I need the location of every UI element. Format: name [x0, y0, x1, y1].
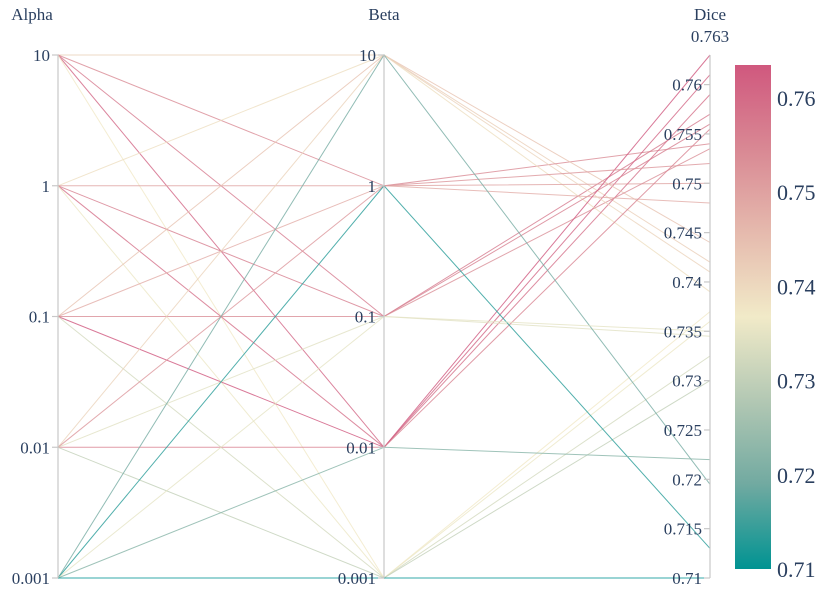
colorbar-tick-label: 0.71: [777, 557, 816, 582]
tick-label: 0.01: [20, 438, 50, 457]
colorbar-gradient: [735, 65, 771, 569]
tick-label: 1: [368, 177, 377, 196]
tick-label: 0.74: [672, 273, 702, 292]
axis-title: Alpha: [11, 5, 53, 24]
tick-label: 0.1: [355, 308, 376, 327]
tick-label: 0.76: [672, 76, 702, 95]
tick-label: 0.73: [672, 372, 702, 391]
tick-label: 10: [33, 46, 50, 65]
tick-label: 0.001: [12, 569, 50, 588]
tick-label: 0.71: [672, 569, 702, 588]
colorbar-tick-label: 0.72: [777, 463, 816, 488]
axis-title: Beta: [368, 5, 400, 24]
axes-layer: 0.0010.010.1110Alpha0.0010.010.1110Beta0…: [11, 5, 729, 588]
tick-label: 0.75: [672, 174, 702, 193]
axis-beta[interactable]: 0.001 0.01 0.1 1 10 Beta: [338, 5, 400, 588]
axis-dice[interactable]: 0.71 0.715 0.72 0.725 0.73 0.735 0.74 0.745 0.75…: [664, 5, 729, 588]
tick-label: 0.755: [664, 125, 702, 144]
tick-label: 0.1: [29, 308, 50, 327]
tick-label: 0.01: [346, 438, 376, 457]
tick-label: 0.715: [664, 520, 702, 539]
colorbar-tick-label: 0.73: [777, 369, 816, 394]
colorbar-tick-label: 0.74: [777, 274, 816, 299]
tick-label: 10: [359, 46, 376, 65]
axis-max-label: 0.763: [691, 27, 729, 46]
tick-label: 0.72: [672, 470, 702, 489]
tick-label: 0.745: [664, 224, 702, 243]
axis-alpha[interactable]: 0.001 0.01 0.1 1 10 Alpha: [11, 5, 59, 588]
tick-label: 0.735: [664, 322, 702, 341]
axis-title: Dice: [694, 5, 726, 24]
colorbar-tick-label: 0.75: [777, 180, 816, 205]
tick-label: 1: [42, 177, 51, 196]
colorbar-tick-label: 0.76: [777, 86, 816, 111]
tick-label: 0.725: [664, 421, 702, 440]
tick-label: 0.001: [338, 569, 376, 588]
colorbar: 0.71 0.72 0.73 0.74 0.75 0.76: [735, 65, 816, 582]
